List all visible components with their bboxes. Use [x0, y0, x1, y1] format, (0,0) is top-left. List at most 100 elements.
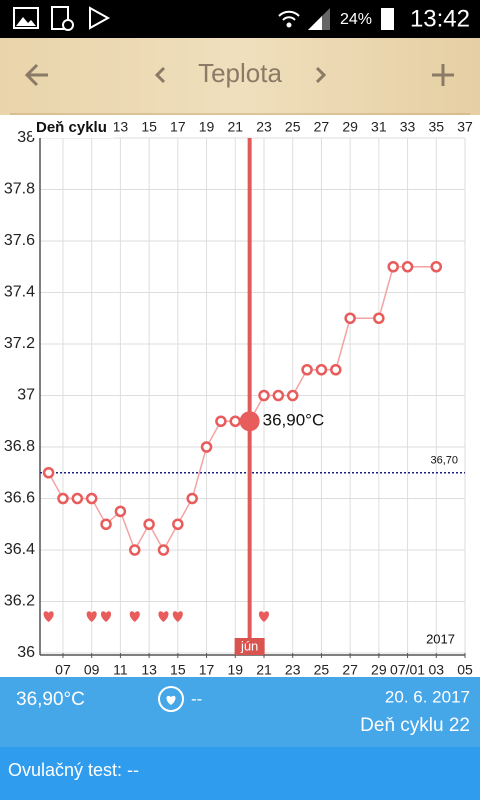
gallery-icon	[13, 7, 39, 29]
cycle-day-tick-label: 29	[342, 119, 358, 135]
heart-marker	[101, 611, 112, 622]
point	[301, 364, 313, 376]
cycle-day-tick-label: 31	[371, 119, 387, 135]
point	[258, 389, 270, 402]
point	[272, 389, 285, 402]
wifi-icon	[278, 10, 300, 21]
point	[387, 261, 399, 273]
prev-button[interactable]	[154, 66, 166, 84]
heart-icon[interactable]	[158, 686, 184, 712]
point	[143, 518, 155, 530]
point	[57, 492, 69, 505]
selected-point	[239, 411, 260, 432]
point	[71, 492, 84, 505]
header-title: Teplota	[198, 58, 282, 88]
app-header	[0, 38, 480, 115]
heart-marker	[172, 611, 183, 622]
y-tick-label: 36.8	[4, 438, 35, 455]
point	[172, 518, 184, 530]
y-tick-label: 37	[17, 387, 35, 404]
footer-temperature: 36,90°C	[16, 689, 85, 710]
y-tick-label: 36.2	[4, 593, 35, 610]
y-tick-label: 36.6	[4, 490, 35, 507]
heart-icon	[166, 695, 176, 705]
cycle-day-tick-label: 17	[170, 119, 186, 135]
point	[344, 312, 356, 324]
ovulation-test: Ovulačný test: --	[8, 760, 139, 780]
y-tick-label: 37.2	[4, 335, 35, 352]
play-store-icon	[89, 6, 111, 30]
chart: 36 36.2 36.4 36.6 36.8 37 37.2 37.4 37.6 37.8 38 07…	[4, 117, 473, 678]
point	[430, 261, 443, 273]
back-button[interactable]	[24, 63, 48, 87]
cycle-day-tick-label: 27	[314, 119, 330, 135]
heart-marker	[258, 611, 270, 622]
point	[401, 261, 414, 273]
year-label: 2017	[426, 631, 455, 646]
y-tick-label: 36.4	[4, 541, 35, 558]
point	[200, 441, 213, 453]
battery-icon	[381, 8, 394, 30]
x-tick-label: 25	[314, 662, 330, 678]
info-panel	[0, 677, 480, 747]
add-button[interactable]	[432, 64, 454, 86]
point	[42, 467, 55, 479]
month-marker	[234, 638, 265, 655]
point	[85, 492, 98, 505]
point	[229, 415, 242, 427]
x-tick-label: 29	[371, 662, 387, 678]
point	[114, 505, 127, 518]
point	[330, 364, 342, 376]
cycle-day-tick-label: 15	[141, 119, 157, 135]
reference-label: 36,70	[430, 455, 458, 467]
heart-marker	[43, 611, 54, 622]
point	[373, 312, 385, 324]
x-tick-label: 07/01	[390, 662, 425, 678]
x-tick-label: 03	[428, 662, 444, 678]
x-tick-label: 15	[170, 662, 186, 678]
cycle-day-tick-label: 25	[285, 119, 301, 135]
y-tick-label: 37.8	[4, 181, 35, 198]
footer-note: --	[191, 689, 202, 708]
heart-marker	[129, 611, 140, 622]
x-tick-label: 21	[256, 662, 272, 678]
cycle-day-tick-label: 19	[199, 119, 215, 135]
wifi-icon	[286, 22, 292, 28]
calendar-icon	[62, 19, 74, 31]
x-tick-label: 13	[141, 662, 157, 678]
cycle-day-tick-label: 21	[227, 119, 243, 135]
y-tick-label: 38	[17, 129, 35, 146]
footer-cycle-day: Deň cyklu 22	[360, 715, 470, 736]
x-tick-label: 11	[113, 662, 128, 678]
footer-date: 20. 6. 2017	[385, 687, 470, 706]
point	[100, 518, 112, 530]
x-tick-label: 07	[55, 662, 71, 678]
ovulation-bar[interactable]	[0, 747, 480, 800]
point	[129, 544, 141, 556]
cycle-label-bg	[32, 117, 114, 138]
cycle-day-tick-label: 37	[457, 119, 473, 135]
x-tick-label: 23	[285, 662, 301, 678]
heart-marker	[86, 611, 97, 622]
cycle-day-tick-label: 23	[256, 119, 272, 135]
point	[157, 544, 170, 556]
status-bar	[0, 0, 480, 38]
y-tick-label: 37.4	[4, 284, 35, 301]
x-tick-label: 05	[457, 662, 473, 678]
clock: 13:42	[410, 5, 470, 32]
cycle-day-tick-label: 35	[428, 119, 444, 135]
battery-percent: 24%	[340, 11, 372, 28]
calendar-icon	[51, 6, 69, 30]
cycle-day-tick-label: 13	[113, 119, 129, 135]
point	[215, 415, 227, 427]
x-tick-label: 17	[199, 662, 215, 678]
next-button[interactable]	[315, 66, 327, 84]
cycle-axis-label: Deň cyklu	[36, 119, 107, 136]
month-label: jún	[240, 638, 258, 653]
point	[315, 364, 328, 376]
x-tick-label: 27	[342, 662, 358, 678]
y-tick-label: 37.6	[4, 232, 35, 249]
selected-value-label: 36,90°C	[263, 411, 325, 430]
